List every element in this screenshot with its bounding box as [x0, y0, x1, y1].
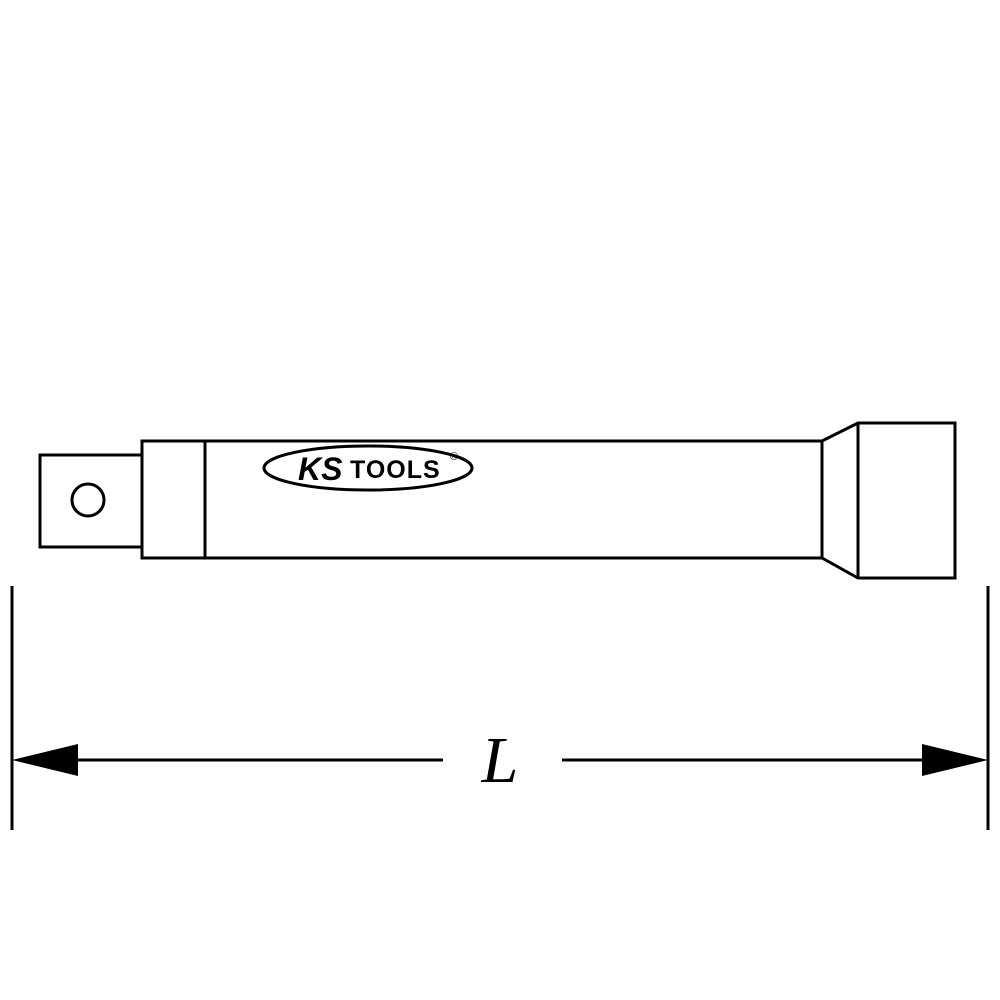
dim-arrowhead-right [922, 744, 988, 776]
dim-arrowhead-left [12, 744, 78, 776]
logo-trademark: ® [450, 451, 458, 463]
ball-detent-hole [72, 484, 104, 516]
brand-logo: KS TOOLS ® [264, 446, 472, 490]
logo-text-tools: TOOLS [350, 456, 441, 484]
technical-drawing: KS TOOLS ® L [0, 0, 1000, 1000]
logo-text-ks: KS [298, 451, 343, 487]
socket-extension-outline [40, 423, 955, 578]
extension-bar-profile [40, 423, 955, 578]
dimension-label: L [481, 724, 519, 797]
dimension-L: L [12, 586, 988, 830]
